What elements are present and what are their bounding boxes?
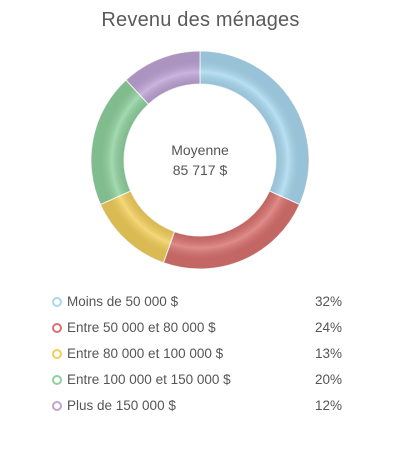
- legend-item[interactable]: Entre 80 000 et 100 000 $ 13%: [50, 345, 350, 371]
- legend-percent: 13%: [314, 346, 342, 361]
- legend-item[interactable]: Entre 50 000 et 80 000 $ 24%: [50, 319, 350, 345]
- center-label: Moyenne: [171, 142, 229, 158]
- legend-label: Entre 80 000 et 100 000 $: [67, 346, 224, 361]
- legend-percent: 20%: [314, 372, 342, 387]
- legend: Moins de 50 000 $ 32% Entre 50 000 et 80 0…: [50, 293, 350, 423]
- chart-title: Revenu des ménages: [101, 9, 300, 31]
- legend-label: Plus de 150 000 $: [67, 398, 176, 413]
- legend-label: Entre 100 000 et 150 000 $: [67, 372, 231, 387]
- legend-marker-icon: [52, 401, 62, 411]
- legend-percent: 32%: [314, 294, 342, 309]
- legend-percent: 24%: [314, 320, 342, 335]
- donut-slice-shading: [125, 51, 200, 105]
- legend-percent: 12%: [314, 398, 342, 413]
- legend-label: Entre 50 000 et 80 000 $: [67, 320, 216, 335]
- donut-svg: [90, 50, 310, 270]
- donut-slice-shading: [163, 190, 300, 269]
- center-value: 85 717 $: [172, 162, 228, 178]
- legend-marker-icon: [52, 297, 62, 307]
- donut-slice-shading: [200, 51, 309, 205]
- legend-marker-icon: [52, 375, 62, 385]
- legend-item[interactable]: Plus de 150 000 $ 12%: [50, 397, 350, 423]
- legend-marker-icon: [52, 349, 62, 359]
- donut-slice-shading: [91, 79, 149, 205]
- donut-slice-shading: [100, 190, 175, 263]
- legend-item[interactable]: Entre 100 000 et 150 000 $ 20%: [50, 371, 350, 397]
- legend-marker-icon: [52, 323, 62, 333]
- legend-item[interactable]: Moins de 50 000 $ 32%: [50, 293, 350, 319]
- legend-label: Moins de 50 000 $: [67, 294, 179, 309]
- donut-chart: Moyenne 85 717 $: [90, 50, 310, 270]
